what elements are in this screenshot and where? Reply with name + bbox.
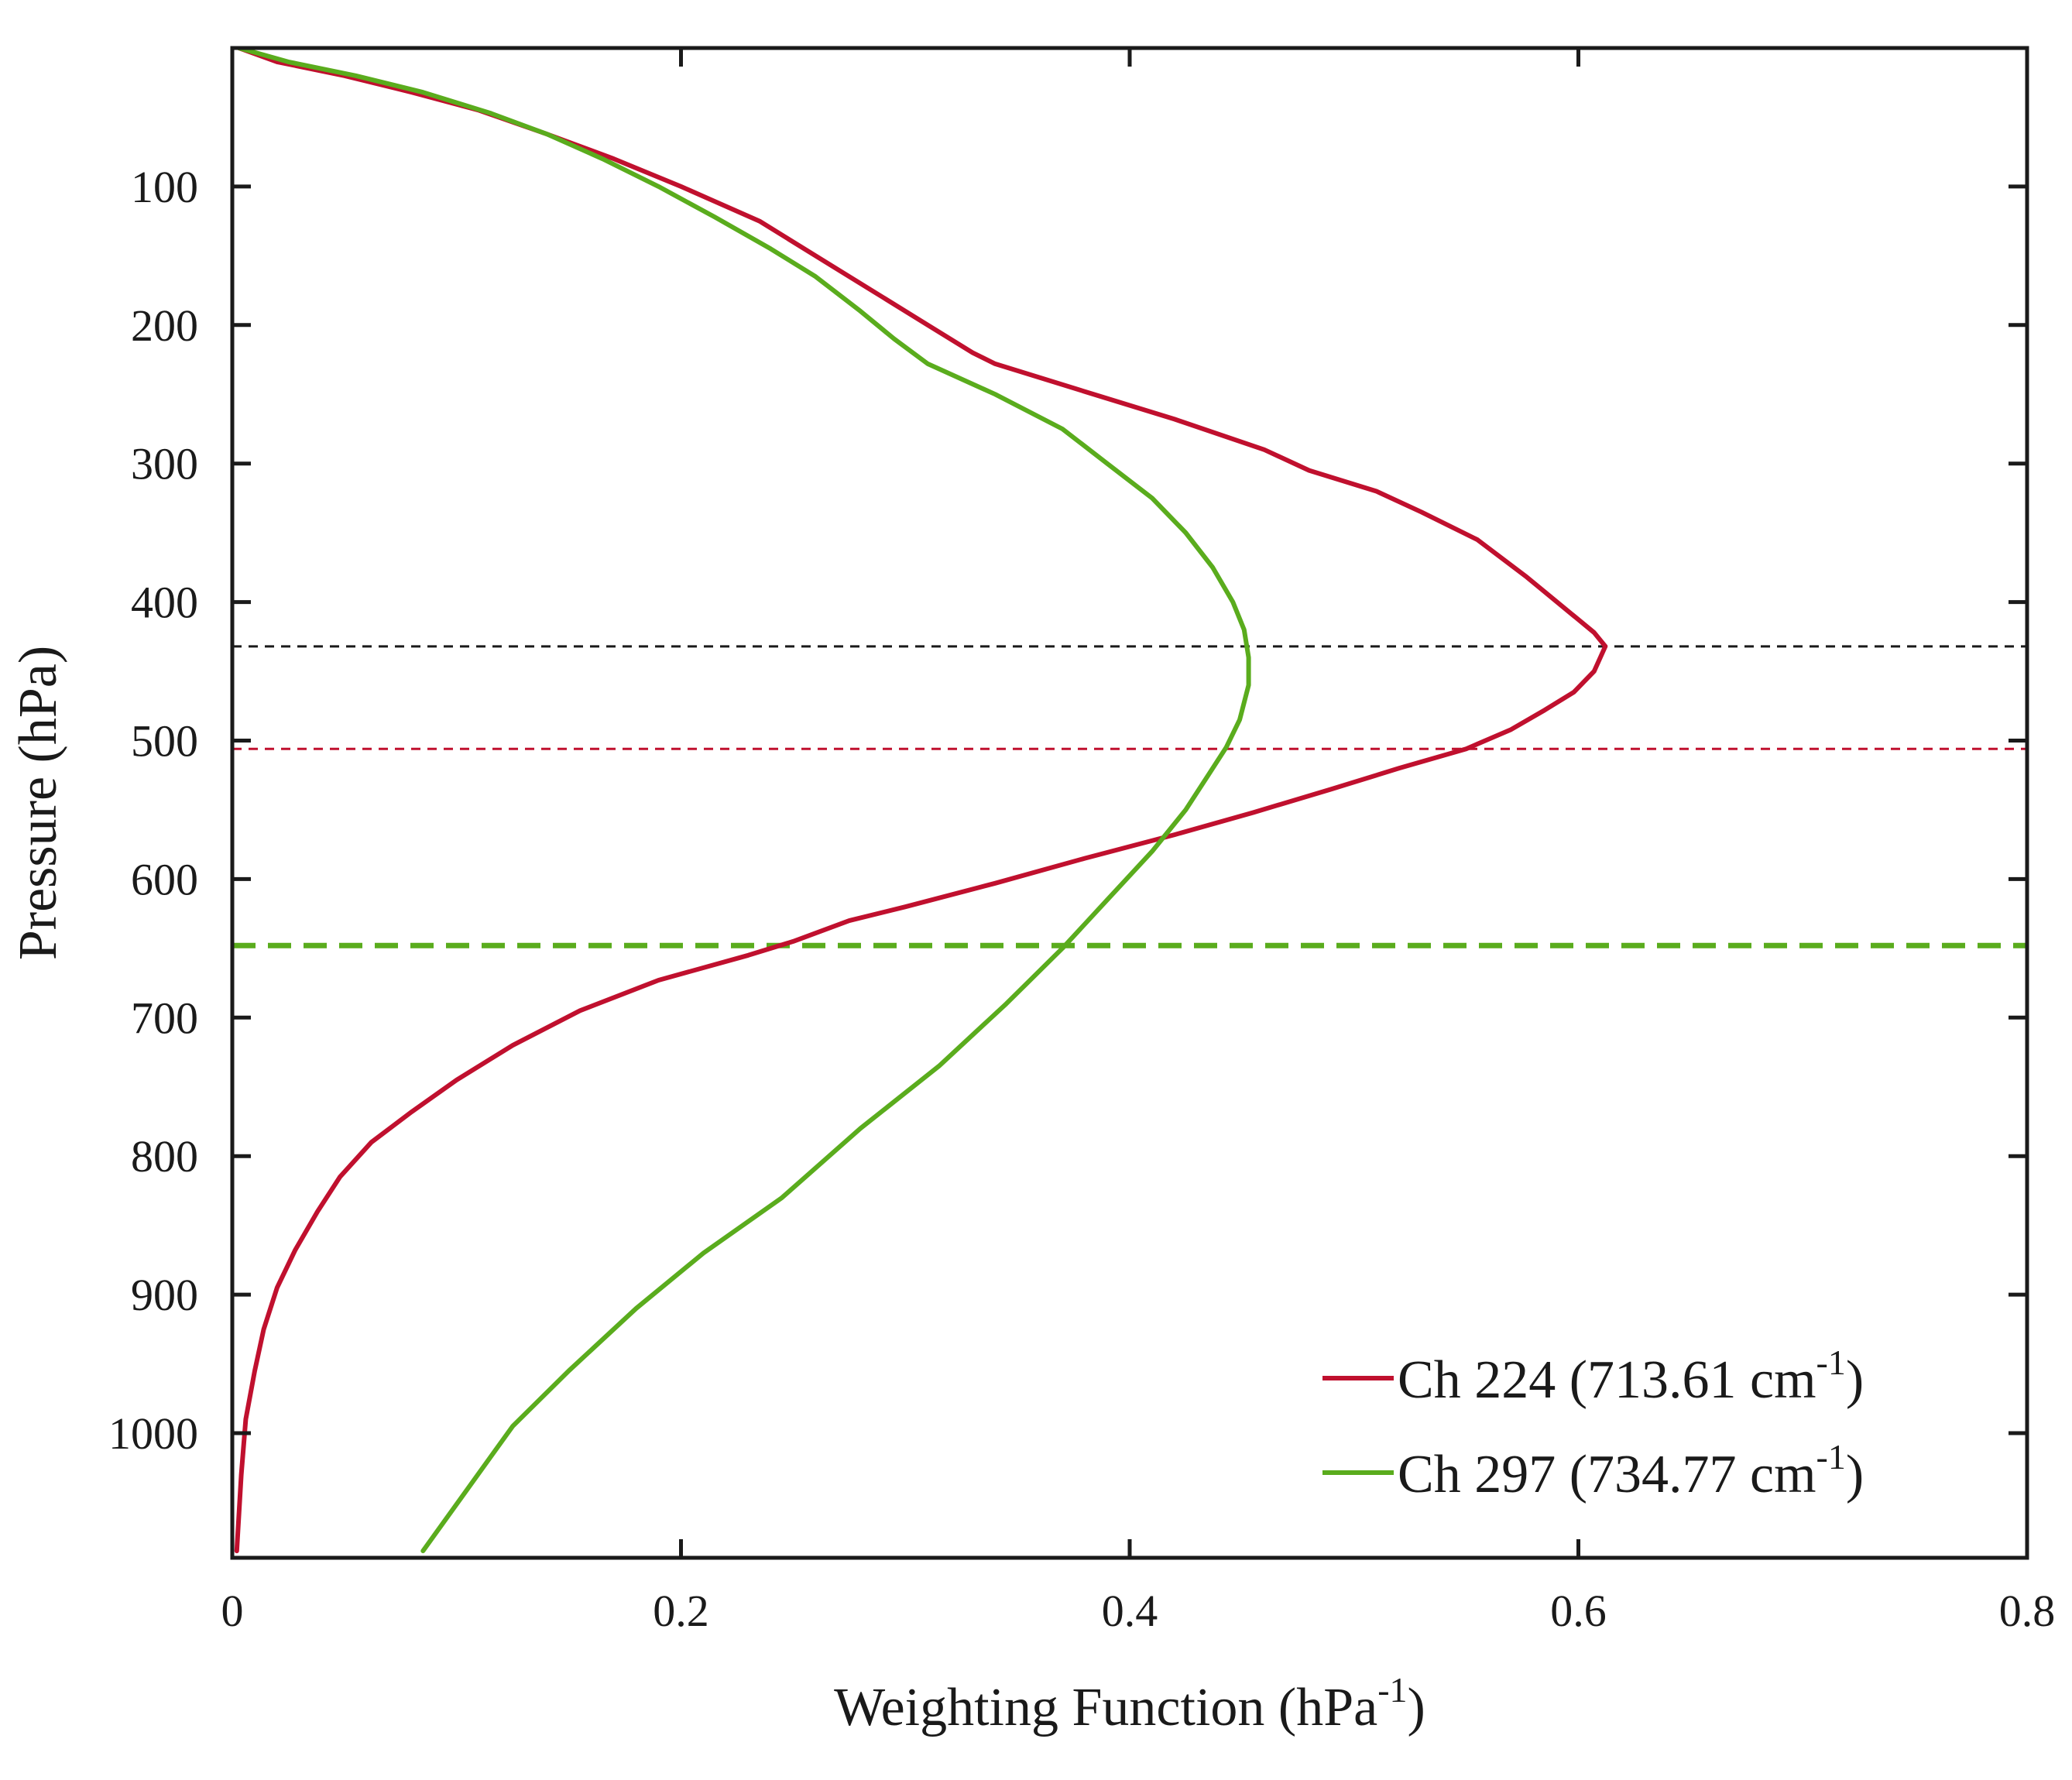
x-tick-label: 0.8 xyxy=(1999,1586,2056,1636)
legend: Ch 224 (713.61 cm-1) Ch 297 (734.77 cm-1… xyxy=(1322,1343,1864,1504)
x-tick-label: 0.6 xyxy=(1550,1586,1607,1636)
x-axis-title: Weighting Function (hPa-1) xyxy=(834,1670,1425,1737)
legend-label-ch297: Ch 297 (734.77 cm-1) xyxy=(1398,1437,1864,1504)
x-axis-ticks: 0 0.2 0.4 0.6 0.8 xyxy=(221,48,2056,1636)
series-lines xyxy=(234,48,1608,1554)
legend-ch297-superscript: -1 xyxy=(1816,1437,1846,1476)
series-line-ch297 xyxy=(236,48,1251,1554)
y-axis-ticks: 100 200 300 400 500 600 700 800 900 1000 xyxy=(108,162,2027,1459)
legend-ch224-superscript: -1 xyxy=(1816,1343,1846,1382)
y-tick-label: 500 xyxy=(131,715,198,766)
reference-lines xyxy=(232,645,2027,948)
y-tick-label: 300 xyxy=(131,439,198,489)
x-axis-title-superscript: -1 xyxy=(1377,1670,1407,1710)
y-tick-label: 400 xyxy=(131,578,198,628)
x-axis-title-text: Weighting Function (hPa xyxy=(834,1678,1377,1737)
legend-ch224-suffix: ) xyxy=(1846,1350,1864,1410)
y-axis-title: Pressure (hPa) xyxy=(9,646,68,960)
series-line-ch224 xyxy=(234,48,1608,1554)
y-tick-label: 900 xyxy=(131,1270,198,1320)
y-tick-label: 100 xyxy=(131,162,198,212)
legend-label-ch224: Ch 224 (713.61 cm-1) xyxy=(1398,1343,1864,1410)
y-tick-label: 800 xyxy=(131,1131,198,1182)
y-tick-label: 600 xyxy=(131,854,198,904)
x-tick-label: 0.4 xyxy=(1102,1586,1158,1636)
legend-ch297-text: Ch 297 (734.77 cm xyxy=(1398,1445,1816,1504)
y-tick-label: 700 xyxy=(131,993,198,1043)
x-tick-label: 0 xyxy=(221,1586,244,1636)
y-tick-label: 200 xyxy=(131,300,198,351)
legend-ch224-text: Ch 224 (713.61 cm xyxy=(1398,1350,1816,1410)
y-tick-label: 1000 xyxy=(108,1408,198,1459)
x-tick-label: 0.2 xyxy=(653,1586,709,1636)
x-axis-title-suffix: ) xyxy=(1408,1678,1425,1737)
legend-ch297-suffix: ) xyxy=(1846,1445,1864,1504)
